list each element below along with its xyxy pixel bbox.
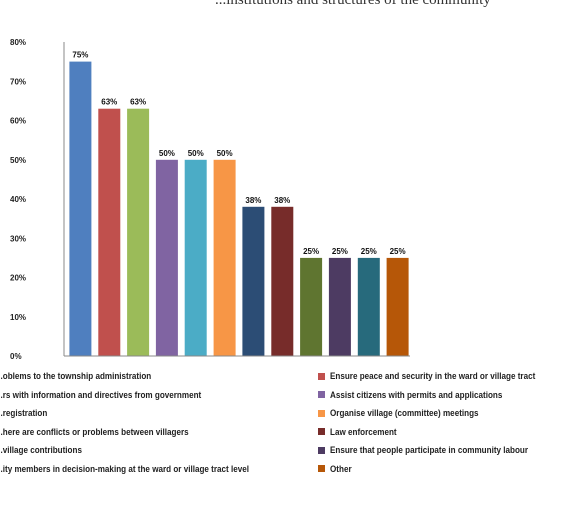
legend: ...oblems to the township administration…: [0, 364, 586, 524]
bar-data-label: 50%: [217, 149, 233, 158]
legend-item: ...rs with information and directives fr…: [0, 387, 306, 403]
bar: [127, 108, 150, 356]
data-labels-group: 75% 63% 63% 50% 50% 50% 38% 38% 25% 25% 25% 25%: [72, 51, 405, 256]
legend-item: Assist citizens with permits and applica…: [318, 387, 586, 403]
legend-label: ...village contributions: [0, 445, 82, 455]
legend-label: ...ity members in decision-making at the…: [0, 463, 249, 474]
bar: [213, 159, 236, 357]
y-tick-label: 60%: [10, 117, 26, 126]
y-tick-label: 70%: [10, 77, 26, 86]
legend-item: ...registration: [0, 405, 306, 421]
bar: [242, 206, 265, 356]
y-tick-label: 30%: [10, 234, 26, 243]
legend-item: Ensure that people participate in commun…: [318, 442, 586, 458]
bar: [271, 206, 294, 356]
legend-item: ...ity members in decision-making at the…: [0, 461, 306, 477]
legend-item: Ensure peace and security in the ward or…: [318, 368, 586, 384]
legend-label: ...here are conflicts or problems betwee…: [0, 426, 189, 437]
bars-group: [69, 61, 409, 357]
legend-item: Law enforcement: [318, 424, 586, 440]
y-tick-label: 20%: [10, 274, 26, 283]
bar: [98, 108, 121, 356]
legend-label: Law enforcement: [330, 426, 397, 437]
legend-swatch: [318, 409, 325, 417]
bar: [69, 61, 92, 356]
bar-data-label: 25%: [361, 247, 377, 256]
bar-data-label: 25%: [332, 247, 348, 256]
y-tick-label: 0%: [10, 352, 22, 361]
legend-label: Assist citizens with permits and applica…: [330, 389, 503, 400]
legend-label: Organise village (committee) meetings: [330, 408, 479, 418]
y-tick-label: 40%: [10, 195, 26, 204]
legend-item: ...village contributions: [0, 442, 306, 458]
bar-data-label: 50%: [159, 149, 175, 158]
bar-data-label: 25%: [303, 247, 319, 256]
bar-data-label: 63%: [130, 98, 146, 107]
legend-item: Organise village (committee) meetings: [318, 405, 586, 421]
bar-data-label: 50%: [188, 149, 204, 158]
legend-label: Other: [330, 463, 352, 474]
legend-swatch: [318, 372, 325, 380]
chart-title: ...institutions and structures of the co…: [215, 0, 491, 8]
y-axis: 0% 10% 20% 30% 40% 50% 60% 70% 80%: [10, 38, 26, 361]
bar-chart: 0% 10% 20% 30% 40% 50% 60% 70% 80% 75% 63% 63% 50% 5…: [10, 38, 410, 361]
bar-data-label: 75%: [72, 51, 88, 60]
y-tick-label: 10%: [10, 313, 26, 322]
legend-label: Ensure that people participate in commun…: [330, 445, 529, 455]
legend-item: Other: [318, 461, 586, 477]
legend-swatch: [318, 428, 325, 435]
bar: [184, 159, 207, 357]
bar-data-label: 25%: [390, 247, 406, 256]
legend-item: ...here are conflicts or problems betwee…: [0, 424, 306, 440]
legend-swatch: [318, 391, 325, 398]
bar-data-label: 38%: [274, 196, 290, 205]
bar: [300, 257, 323, 356]
legend-label: ...oblems to the township administration: [0, 371, 152, 381]
legend-label: Ensure peace and security in the ward or…: [330, 371, 536, 381]
y-tick-label: 50%: [10, 156, 26, 165]
bar: [328, 257, 351, 356]
legend-label: ...registration: [0, 408, 48, 418]
bar-data-label: 63%: [101, 98, 117, 107]
legend-swatch: [318, 465, 325, 472]
bar: [357, 257, 380, 356]
legend-item: ...oblems to the township administration: [0, 368, 306, 384]
y-tick-label: 80%: [10, 38, 26, 47]
bar: [155, 159, 178, 357]
legend-label: ...rs with information and directives fr…: [0, 389, 202, 400]
bar: [386, 257, 409, 356]
legend-swatch: [318, 446, 325, 454]
bar-data-label: 38%: [245, 196, 261, 205]
